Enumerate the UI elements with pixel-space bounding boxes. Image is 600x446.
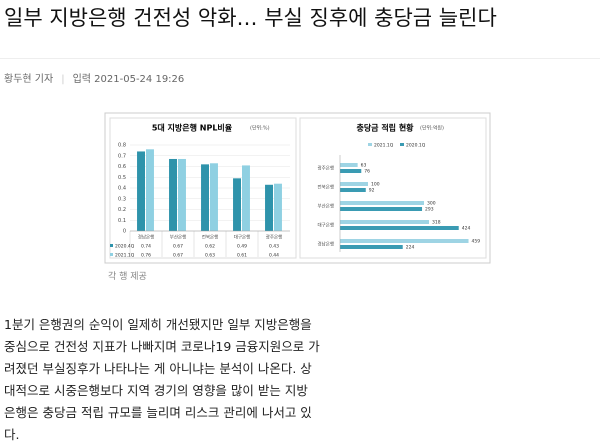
table-value: 0.44 [269, 253, 279, 259]
legend-label: 2021.1Q [374, 143, 394, 149]
body-line: 1분기 은행권의 순익이 일제히 개선됐지만 일부 지방은행을 [4, 317, 312, 332]
legend-swatch [110, 244, 113, 247]
legend-label: 2020.1Q [406, 143, 426, 149]
bar [340, 188, 366, 192]
bar [274, 183, 282, 231]
reporter: 황두현 기자 [4, 74, 54, 85]
table-value: 0.67 [173, 253, 183, 259]
data-label: 459 [472, 239, 481, 245]
data-label: 92 [369, 188, 375, 194]
table-value: 0.76 [141, 253, 151, 259]
data-label: 100 [371, 182, 380, 188]
bar [137, 151, 145, 231]
y-tick-label: 0.6 [118, 164, 126, 170]
bar [201, 164, 209, 231]
data-label: 318 [432, 220, 441, 226]
published-label: 입력 [72, 74, 91, 85]
separator: | [61, 74, 65, 85]
panel [299, 117, 487, 259]
chart-title: 충당금 적립 현황 [356, 123, 414, 133]
y-tick-label: 전북은행 [317, 184, 334, 191]
y-tick-label: 0.8 [118, 143, 126, 149]
x-tick-label: 부산은행 [170, 234, 187, 241]
bar [242, 165, 250, 231]
unit-label: (단위:%) [250, 125, 270, 132]
bar [210, 163, 218, 231]
bar [233, 178, 241, 231]
bar [340, 207, 423, 211]
data-label: 424 [462, 226, 471, 232]
y-tick-label: 0.2 [118, 207, 126, 213]
table-value: 0.74 [141, 244, 151, 250]
bar [178, 158, 186, 231]
body-line: 중심으로 건전성 지표가 나빠지며 코로나19 금융지원으로 가 [4, 339, 320, 354]
headline: 일부 지방은행 건전성 악화… 부실 징후에 충당금 늘린다 [4, 6, 497, 30]
bar [340, 201, 424, 205]
legend-label: 2021.1Q [115, 253, 135, 259]
y-tick-label: 경남은행 [317, 241, 334, 248]
body-line: 은행은 충당금 적립 규모를 늘리며 리스크 관리에 나서고 있 [4, 405, 312, 420]
y-tick-label: 0.7 [118, 153, 126, 159]
x-tick-label: 광주은행 [266, 234, 283, 241]
y-tick-label: 0.3 [118, 196, 126, 202]
bar [340, 220, 430, 224]
legend-swatch [110, 253, 113, 256]
data-label: 300 [427, 201, 436, 207]
table-value: 0.67 [173, 244, 183, 250]
bar [340, 239, 469, 243]
bar [265, 184, 273, 231]
bar [169, 158, 177, 231]
x-tick-label: 대구은행 [234, 234, 251, 241]
y-tick-label: 부산은행 [317, 203, 334, 210]
chart-title: 5대 지방은행 NPL비율 [152, 123, 233, 133]
legend-swatch [400, 143, 404, 146]
y-tick-label: 0.4 [118, 186, 126, 192]
legend-swatch [368, 143, 372, 146]
body-line: 려졌던 부실징후가 나타나는 게 아니냐는 분석이 나온다. 상 [4, 361, 312, 376]
body-line: 대적으로 시중은행보다 지역 경기의 영향을 많이 받는 지방 [4, 383, 308, 398]
data-label: 293 [425, 207, 434, 213]
data-label: 224 [406, 245, 415, 251]
unit-label: (단위:억원) [420, 125, 444, 132]
bar [340, 169, 362, 173]
bar [146, 149, 154, 231]
bar [340, 182, 368, 186]
y-tick-label: 0.1 [118, 218, 126, 224]
table-value: 0.61 [237, 253, 247, 259]
data-label: 76 [364, 169, 370, 175]
figure: 5대 지방은행 NPL비율 (단위:%) 0 0.1 0.2 0.3 0.4 0.5 0.6 0.… [104, 112, 491, 264]
bar [340, 226, 459, 230]
legend-label: 2020.4Q [115, 244, 135, 250]
data-label: 63 [361, 163, 367, 169]
divider [0, 58, 600, 59]
table-value: 0.63 [205, 253, 215, 259]
table-value: 0.49 [237, 244, 247, 250]
published-date: 2021-05-24 19:26 [94, 74, 185, 85]
y-tick-label: 0.5 [118, 175, 126, 181]
y-tick-label: 0 [123, 229, 126, 235]
body-line: 다. [4, 427, 20, 442]
bar [340, 245, 403, 249]
y-tick-label: 대구은행 [317, 222, 334, 229]
byline: 황두현 기자 | 입력 2021-05-24 19:26 [4, 70, 184, 85]
table-value: 0.62 [205, 244, 215, 250]
y-tick-label: 광주은행 [317, 165, 334, 172]
x-tick-label: 전북은행 [202, 234, 219, 241]
table-value: 0.43 [269, 244, 279, 250]
caption: 각 행 제공 [108, 272, 147, 282]
bar [340, 163, 358, 167]
x-tick-label: 경남은행 [138, 234, 155, 241]
